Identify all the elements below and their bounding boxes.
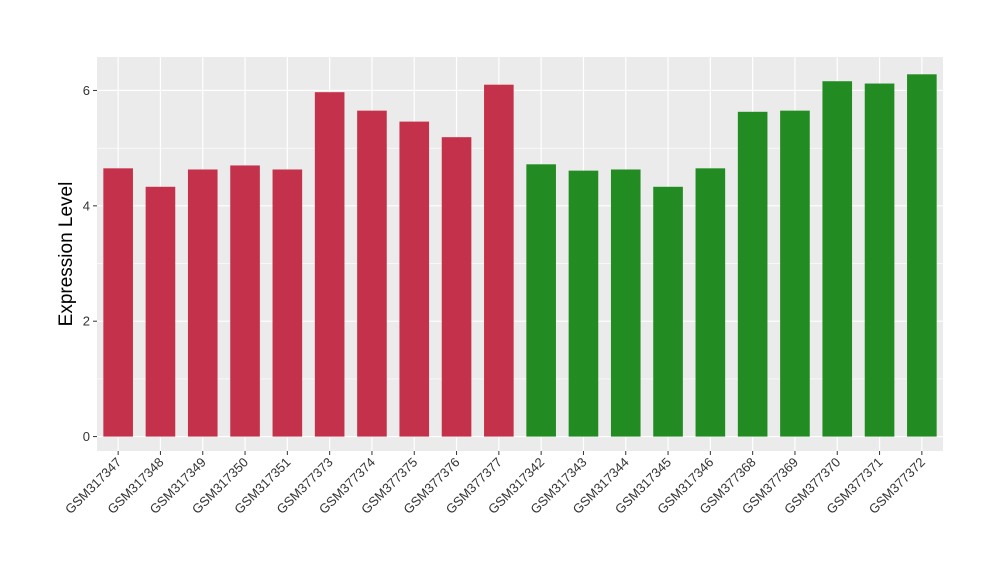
bar-gsm317345 [653,186,683,437]
bar-gsm377372 [907,74,937,437]
y-tick-label: 2 [83,314,90,329]
bar-gsm317344 [610,169,641,437]
bar-gsm317346 [695,168,726,437]
bar-gsm317343 [568,170,599,437]
bar-gsm317350 [230,165,260,437]
bar-gsm317349 [187,169,218,437]
bar-gsm317342 [526,164,556,437]
x-axis: GSM317347GSM317348GSM317349GSM317350GSM3… [62,451,928,517]
bar-gsm377369 [780,110,810,437]
bars [103,74,937,437]
bar-gsm377373 [314,92,345,437]
y-tick-label: 0 [83,429,90,444]
bar-gsm377374 [357,110,387,437]
bar-gsm317348 [145,186,176,437]
bar-gsm377377 [484,84,514,437]
y-tick-label: 6 [83,83,90,98]
bar-gsm377371 [864,83,895,437]
y-axis: 0 2 4 6 [83,83,97,444]
plot-panel [97,57,943,451]
bar-gsm377375 [399,121,430,437]
y-axis-title: Expression Level [56,182,77,327]
bar-gsm317351 [272,169,303,437]
bar-gsm377368 [737,111,768,437]
y-tick-label: 4 [83,198,90,213]
bar-gsm317347 [103,168,133,437]
bar-gsm377370 [822,81,853,437]
bar-gsm377376 [441,137,472,437]
